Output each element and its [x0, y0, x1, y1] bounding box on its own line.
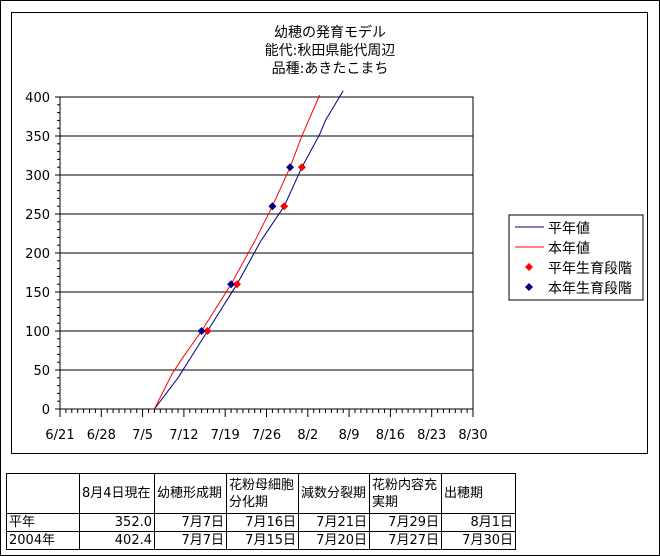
header-cell: 花粉内容充実期	[369, 473, 442, 514]
cell: 7月15日	[226, 531, 299, 550]
legend-label: 本年値	[548, 241, 590, 257]
chart-title-line: 幼穂の発育モデル	[274, 24, 386, 41]
data-point-marker	[227, 280, 236, 289]
x-tick-label: 8/23	[417, 428, 446, 443]
data-point-marker	[197, 327, 206, 335]
legend-label: 平年生育段階	[548, 261, 632, 277]
x-tick-label: 7/19	[211, 428, 240, 443]
x-tick-label: 8/16	[376, 428, 405, 443]
series-line	[154, 90, 344, 409]
row-label: 2004年	[6, 531, 80, 550]
cell: 352.0	[79, 513, 155, 532]
header-cell: 花粉母細胞分化期	[226, 473, 299, 514]
cell: 7月29日	[369, 513, 442, 532]
cell: 7月16日	[226, 513, 299, 532]
legend-label: 平年値	[548, 221, 590, 237]
growth-stage-table: 8月4日現在 幼穂形成期 花粉母細胞分化期 減数分裂期 花粉内容充実期 出穂期 …	[6, 473, 516, 550]
cell: 8月1日	[441, 513, 516, 532]
cell: 7月20日	[298, 531, 370, 550]
table-row: 2004年 402.4 7月7日 7月15日 7月20日 7月27日 7月30日	[6, 531, 516, 550]
y-tick-label: 200	[25, 247, 50, 262]
cell: 402.4	[79, 531, 155, 550]
y-tick-label: 300	[25, 169, 50, 184]
cell: 7月7日	[154, 513, 227, 532]
y-tick-label: 50	[33, 364, 50, 379]
y-tick-label: 250	[25, 208, 50, 223]
header-cell: 8月4日現在	[79, 473, 155, 514]
y-tick-label: 0	[42, 403, 50, 418]
data-point-marker	[297, 163, 306, 172]
header-cell: 幼穂形成期	[154, 473, 227, 514]
x-tick-label: 7/12	[169, 428, 198, 443]
data-point-marker	[280, 202, 289, 211]
header-cell: 減数分裂期	[298, 473, 370, 514]
y-tick-label: 100	[25, 325, 50, 340]
cell: 7月30日	[441, 531, 516, 550]
data-point-marker	[268, 202, 277, 211]
row-label: 平年	[6, 513, 80, 532]
x-tick-label: 8/9	[339, 428, 360, 443]
legend-marker-swatch	[525, 263, 533, 271]
legend-label: 本年生育段階	[548, 281, 632, 297]
header-cell: 出穂期	[441, 473, 516, 514]
chart-area: 幼穂の発育モデル 能代:秋田県能代周辺 品種:あきたこまち 0 50 100 150 200 2…	[11, 12, 648, 454]
table-row: 平年 352.0 7月7日 7月16日 7月21日 7月29日 8月1日	[6, 513, 516, 532]
cell: 7月7日	[154, 531, 227, 550]
header-cell	[6, 473, 80, 514]
cell: 7月27日	[369, 531, 442, 550]
chart-title-line: 能代:秋田県能代周辺	[265, 43, 396, 59]
x-tick-label: 7/5	[132, 428, 153, 443]
y-tick-label: 150	[25, 286, 50, 301]
x-tick-label: 6/28	[87, 428, 116, 443]
y-tick-label: 400	[25, 91, 50, 106]
chart-title-line: 品種:あきたこまち	[272, 61, 389, 77]
cell: 7月21日	[298, 513, 370, 532]
y-tick-label: 350	[25, 130, 50, 145]
data-point-marker	[286, 163, 295, 172]
series-line	[153, 94, 321, 409]
data-point-marker	[203, 327, 212, 335]
x-tick-label: 7/26	[252, 428, 281, 443]
x-tick-label: 6/21	[45, 428, 74, 443]
table-header-row: 8月4日現在 幼穂形成期 花粉母細胞分化期 減数分裂期 花粉内容充実期 出穂期	[6, 473, 516, 514]
data-point-marker	[233, 280, 241, 289]
x-tick-label: 8/2	[297, 428, 318, 443]
x-tick-label: 8/30	[458, 428, 487, 443]
legend-marker-swatch	[525, 283, 533, 291]
